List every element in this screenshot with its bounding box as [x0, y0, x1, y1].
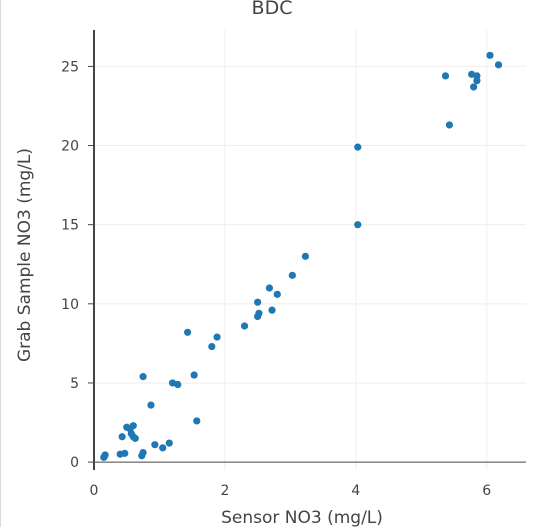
data-point	[240, 322, 249, 330]
data-point	[354, 221, 362, 229]
data-point	[273, 290, 281, 298]
x-tick-label: 4	[351, 483, 360, 499]
y-tick-label: 5	[70, 376, 79, 392]
data-point	[139, 448, 147, 457]
x-axis-title: Sensor NO3 (mg/L)	[221, 508, 383, 527]
data-point	[301, 252, 310, 260]
data-point	[151, 441, 159, 449]
data-point	[473, 77, 481, 85]
y-tick-label: 25	[61, 59, 79, 75]
grid-lines	[94, 30, 526, 470]
data-point	[288, 271, 296, 279]
data-points	[100, 51, 503, 461]
axes	[88, 30, 95, 470]
y-tick-label: 15	[61, 218, 79, 234]
data-point	[265, 284, 274, 292]
y-tick-label: 20	[61, 139, 79, 155]
data-point	[165, 439, 173, 447]
data-point	[147, 401, 155, 409]
data-point	[174, 380, 182, 389]
tick-labels: 0 2 4 6 0 5 10 15 20 25	[61, 59, 491, 499]
data-point	[118, 433, 126, 441]
data-point	[208, 342, 216, 351]
data-point	[494, 61, 503, 69]
data-point	[159, 444, 167, 452]
data-point	[441, 72, 450, 80]
data-point	[213, 333, 221, 341]
x-tick-label: 2	[220, 483, 229, 499]
data-point	[121, 449, 129, 457]
data-point	[193, 417, 201, 425]
data-point	[139, 373, 147, 381]
x-tick-label: 0	[90, 483, 99, 499]
data-point	[354, 143, 362, 151]
data-point	[445, 121, 454, 129]
y-tick-label: 10	[61, 297, 79, 313]
data-point	[101, 451, 109, 459]
data-point	[470, 83, 478, 91]
data-point	[131, 434, 139, 442]
data-point	[254, 298, 262, 306]
data-point	[268, 306, 276, 314]
y-tick-label: 0	[70, 455, 79, 471]
data-point	[486, 51, 494, 59]
data-point	[255, 309, 263, 317]
x-tick-label: 6	[482, 483, 491, 499]
y-axis-title: Grab Sample NO3 (mg/L)	[15, 148, 35, 362]
data-point	[190, 371, 198, 379]
chart-title: BDC	[252, 0, 293, 19]
data-point	[184, 328, 192, 336]
data-point	[129, 422, 137, 430]
